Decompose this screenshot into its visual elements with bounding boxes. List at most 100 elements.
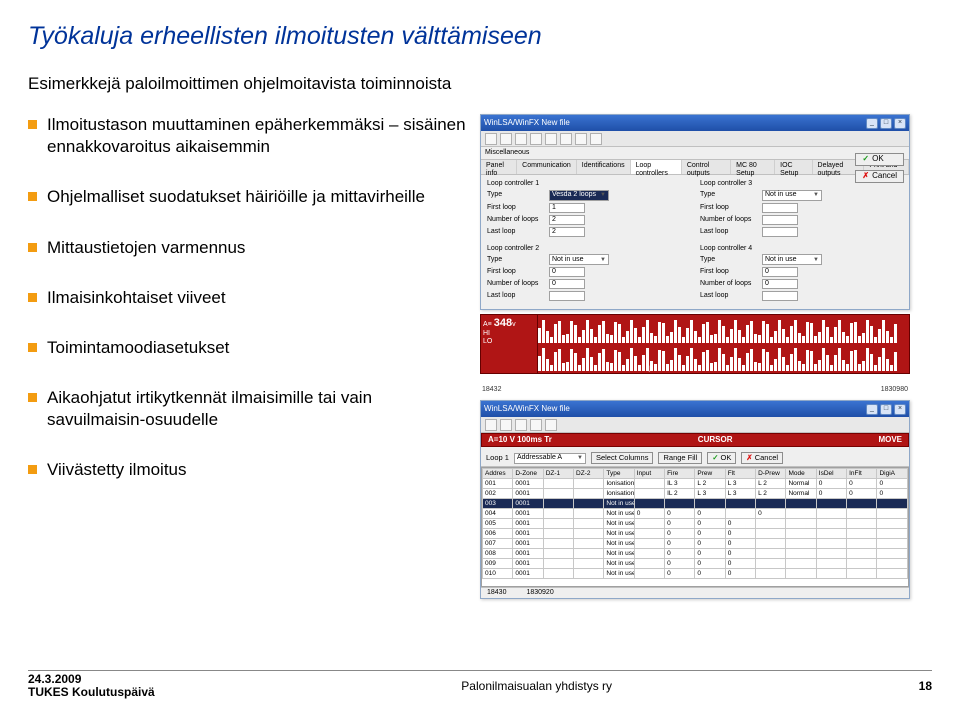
toolbar-icon[interactable] bbox=[560, 133, 572, 145]
last-loop-input[interactable] bbox=[762, 291, 798, 301]
num-loops-input[interactable]: 2 bbox=[549, 215, 585, 225]
close-icon: ✗ bbox=[862, 172, 869, 181]
chevron-down-icon: ▼ bbox=[577, 455, 583, 462]
column-header[interactable]: DigiA bbox=[877, 469, 908, 479]
table-cell bbox=[574, 479, 604, 489]
column-header[interactable]: Type bbox=[604, 469, 634, 479]
bullet-text: Ilmaisinkohtaiset viiveet bbox=[47, 287, 226, 309]
minimize-icon[interactable]: _ bbox=[866, 404, 878, 415]
bullet-text: Viivästetty ilmoitus bbox=[47, 459, 187, 481]
table-row[interactable]: 0070001Not in use000 bbox=[483, 539, 908, 549]
first-loop-input[interactable]: 0 bbox=[549, 267, 585, 277]
table-cell: 0001 bbox=[513, 489, 543, 499]
toolbar-icon[interactable] bbox=[500, 419, 512, 431]
cancel-button[interactable]: ✗Cancel bbox=[741, 452, 783, 464]
column-header[interactable]: DZ-2 bbox=[574, 469, 604, 479]
tab[interactable]: Control outputs bbox=[682, 160, 731, 174]
range-fill-button[interactable]: Range Fill bbox=[658, 452, 702, 464]
table-row[interactable]: 0040001Not in use0000 bbox=[483, 509, 908, 519]
table-cell bbox=[786, 499, 816, 509]
ok-button[interactable]: ✓OK bbox=[855, 153, 904, 166]
toolbar-icon[interactable] bbox=[590, 133, 602, 145]
tab[interactable]: Identifications bbox=[577, 160, 631, 174]
maximize-icon[interactable]: □ bbox=[880, 118, 892, 129]
num-loops-input[interactable] bbox=[762, 215, 798, 225]
column-header[interactable]: Fire bbox=[665, 469, 695, 479]
table-cell: 0001 bbox=[513, 509, 543, 519]
toolbar-icon[interactable] bbox=[575, 133, 587, 145]
first-loop-input[interactable]: 0 bbox=[762, 267, 798, 277]
toolbar-icon[interactable] bbox=[485, 133, 497, 145]
table-body: 0010001Ionisation sensor (mIL 3L 2L 3L 2… bbox=[483, 479, 908, 579]
table-cell: 0 bbox=[695, 519, 725, 529]
bullet-item: Ilmaisinkohtaiset viiveet bbox=[28, 287, 468, 309]
table-cell: 0 bbox=[634, 509, 664, 519]
table-cell: 0001 bbox=[513, 539, 543, 549]
addressable-select[interactable]: Addressable A▼ bbox=[514, 453, 586, 464]
table-row[interactable]: 0020001Ionisation sensor 20IL 2L 3L 3L 2… bbox=[483, 489, 908, 499]
select-columns-button[interactable]: Select Columns bbox=[591, 452, 654, 464]
table-cell bbox=[634, 519, 664, 529]
num-loops-input[interactable]: 0 bbox=[549, 279, 585, 289]
table-cell bbox=[786, 529, 816, 539]
maximize-icon[interactable]: □ bbox=[880, 404, 892, 415]
toolbar-icon[interactable] bbox=[530, 419, 542, 431]
last-loop-input[interactable] bbox=[549, 291, 585, 301]
column-header[interactable]: Addres bbox=[483, 469, 513, 479]
toolbar-icon[interactable] bbox=[545, 419, 557, 431]
table-row[interactable]: 0100001Not in use000 bbox=[483, 569, 908, 579]
tab[interactable]: MC 80 Setup bbox=[731, 160, 775, 174]
first-loop-input[interactable] bbox=[762, 203, 798, 213]
toolbar-icon[interactable] bbox=[515, 419, 527, 431]
close-icon[interactable]: × bbox=[894, 118, 906, 129]
window-loop-controllers: WinLSA/WinFX New file _□× Miscellaneous bbox=[480, 114, 910, 310]
column-header[interactable]: D-Zone bbox=[513, 469, 543, 479]
table-row[interactable]: 0010001Ionisation sensor (mIL 3L 2L 3L 2… bbox=[483, 479, 908, 489]
column-header[interactable]: IsDel bbox=[816, 469, 846, 479]
minimize-icon[interactable]: _ bbox=[866, 118, 878, 129]
type-select[interactable]: Not in use▼ bbox=[762, 190, 822, 201]
ok-button[interactable]: ✓OK bbox=[707, 452, 736, 464]
table-cell bbox=[574, 529, 604, 539]
last-loop-input[interactable] bbox=[762, 227, 798, 237]
squiggle-icon: ∫ bbox=[649, 365, 651, 372]
toolbar-icon[interactable] bbox=[500, 133, 512, 145]
tab[interactable]: IOC Setup bbox=[775, 160, 812, 174]
table-cell bbox=[847, 499, 877, 509]
toolbar-icon[interactable] bbox=[545, 133, 557, 145]
type-select[interactable]: Vesda 2 loops▼ bbox=[549, 190, 609, 201]
type-select[interactable]: Not in use▼ bbox=[549, 254, 609, 265]
type-select[interactable]: Not in use▼ bbox=[762, 254, 822, 265]
toolbar-icon[interactable] bbox=[515, 133, 527, 145]
first-loop-input[interactable]: 1 bbox=[549, 203, 585, 213]
toolbar bbox=[481, 131, 909, 147]
column-header[interactable]: InFlt bbox=[847, 469, 877, 479]
column-header[interactable]: DZ-1 bbox=[543, 469, 573, 479]
column-header[interactable]: Flt bbox=[725, 469, 755, 479]
close-icon[interactable]: × bbox=[894, 404, 906, 415]
cancel-button[interactable]: ✗Cancel bbox=[855, 170, 904, 183]
table-cell: 0 bbox=[695, 549, 725, 559]
table-row[interactable]: 0090001Not in use000 bbox=[483, 559, 908, 569]
column-header[interactable]: Mode bbox=[786, 469, 816, 479]
toolbar-icon[interactable] bbox=[485, 419, 497, 431]
tab[interactable]: Communication bbox=[517, 160, 577, 174]
table-cell bbox=[543, 489, 573, 499]
column-header[interactable]: Prew bbox=[695, 469, 725, 479]
table-row[interactable]: 0060001Not in use000 bbox=[483, 529, 908, 539]
last-loop-input[interactable]: 2 bbox=[549, 227, 585, 237]
num-loops-input[interactable]: 0 bbox=[762, 279, 798, 289]
table-cell: 0 bbox=[695, 509, 725, 519]
table-cell: 0001 bbox=[513, 549, 543, 559]
table-row[interactable]: 0050001Not in use000 bbox=[483, 519, 908, 529]
table-row[interactable]: 0080001Not in use000 bbox=[483, 549, 908, 559]
table-cell bbox=[695, 499, 725, 509]
toolbar-icon[interactable] bbox=[530, 133, 542, 145]
table-cell: 0 bbox=[877, 479, 908, 489]
tab[interactable]: Loop controllers bbox=[631, 160, 682, 174]
column-header[interactable]: Input bbox=[634, 469, 664, 479]
tab[interactable]: Panel info bbox=[481, 160, 517, 174]
bullet-square-icon bbox=[28, 120, 37, 129]
table-row[interactable]: 0030001Not in use bbox=[483, 499, 908, 509]
column-header[interactable]: D-Prew bbox=[756, 469, 786, 479]
